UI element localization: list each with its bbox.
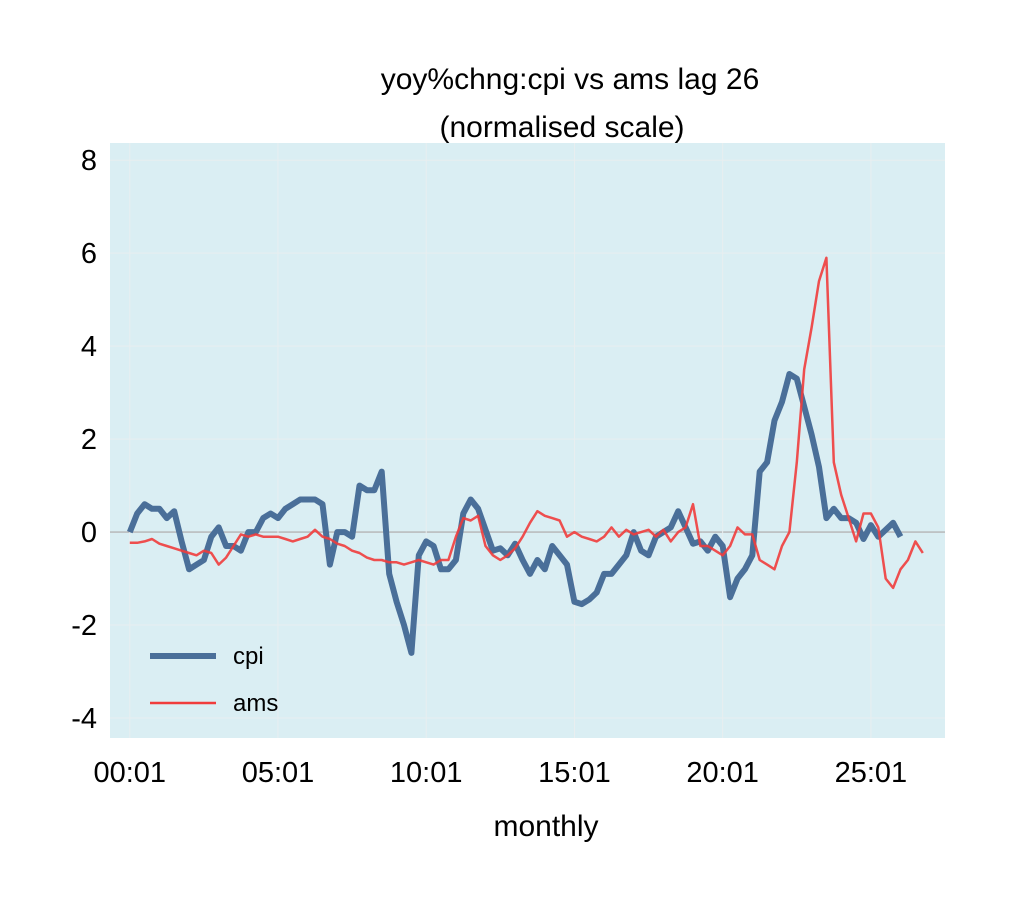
chart-title-line-2: (normalised scale) [439, 111, 684, 144]
x-axis-label: monthly [493, 810, 598, 843]
x-tick-label: 00:01 [93, 757, 166, 789]
legend-label-cpi: cpi [233, 643, 264, 670]
y-tick-label: 8 [81, 145, 97, 177]
legend-label-ams: ams [233, 690, 278, 717]
chart-title-line-1: yoy%chng:cpi vs ams lag 26 [381, 63, 760, 96]
series-lines [127, 256, 924, 656]
legend: cpi ams [150, 643, 278, 717]
series-line-ams [129, 256, 924, 590]
y-tick-label: 0 [81, 517, 97, 549]
y-tick-label: -4 [71, 703, 97, 735]
x-tick-label: 10:01 [390, 757, 463, 789]
grid [110, 143, 945, 738]
x-tick-label: 20:01 [686, 757, 759, 789]
y-tick-label: -2 [71, 610, 97, 642]
x-tick-label: 15:01 [538, 757, 611, 789]
plot-area [110, 143, 945, 738]
y-tick-label: 2 [81, 424, 97, 456]
x-axis: 00:01 05:01 10:01 15:01 20:01 25:01 [93, 757, 907, 789]
y-axis: 8 6 4 2 0 -2 -4 [71, 145, 97, 735]
series-line-cpi [127, 371, 904, 656]
y-tick-label: 4 [81, 331, 97, 363]
x-tick-label: 05:01 [242, 757, 315, 789]
y-tick-label: 6 [81, 238, 97, 270]
x-tick-label: 25:01 [835, 757, 908, 789]
